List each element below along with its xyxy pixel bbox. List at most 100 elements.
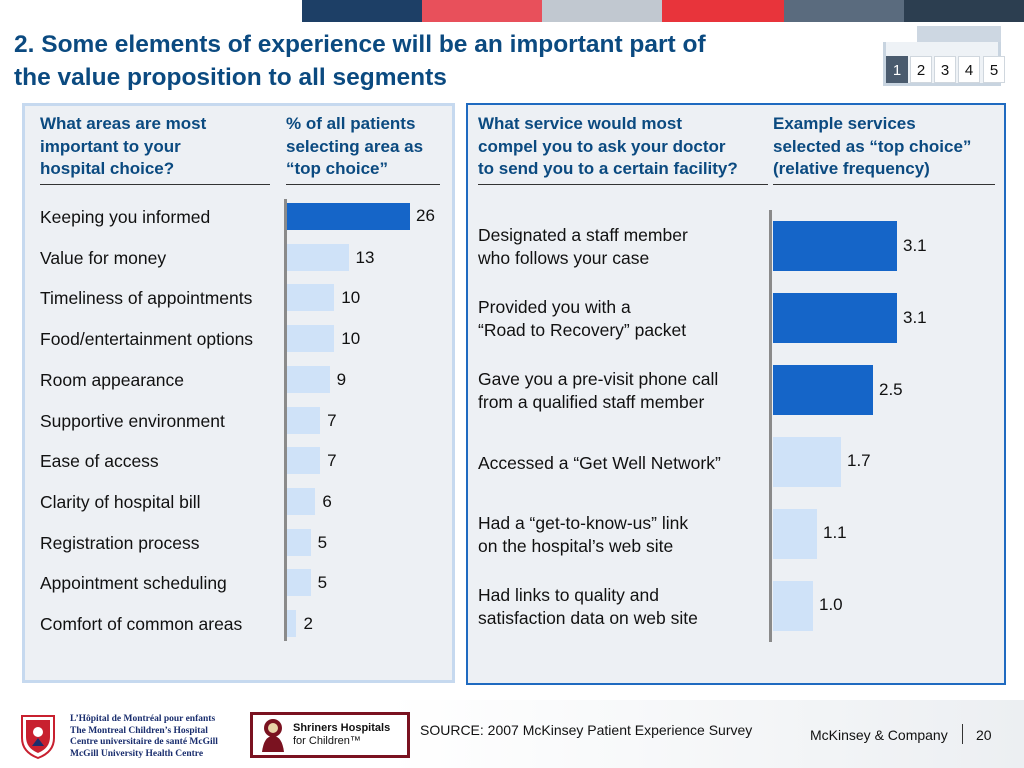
footer-gradient	[0, 700, 1024, 768]
value-label: 3.1	[903, 236, 927, 255]
right-panel	[466, 103, 1006, 685]
bar	[287, 243, 349, 271]
header-line: hospital choice?	[40, 159, 175, 178]
company-name: McKinsey & Company	[810, 727, 948, 743]
logo-line: Shriners Hospitals	[293, 722, 391, 734]
value-label: 1.1	[823, 523, 847, 542]
logo-line: L’Hôpital de Montréal pour enfants	[70, 714, 216, 724]
logo-line: Centre universitaire de santé McGill	[70, 737, 218, 747]
strip-segment	[904, 0, 1024, 22]
service-label-line: Provided you with a	[478, 297, 631, 317]
logo-line: McGill University Health Centre	[70, 748, 204, 759]
header-line: compel you to ask your doctor	[478, 136, 726, 156]
value-label: 1.7	[847, 451, 871, 470]
strip-segment	[422, 0, 542, 22]
bar	[287, 569, 311, 597]
value-label: 7	[327, 410, 337, 430]
page-title: 2. Some elements of experience will be a…	[14, 28, 834, 94]
service-label: Accessed a “Get Well Network”	[478, 452, 721, 475]
value-label: 1.0	[819, 595, 843, 614]
strip-segment	[302, 0, 422, 22]
category-label: Ease of access	[40, 451, 159, 472]
category-label: Registration process	[40, 532, 200, 553]
value-label: 10	[341, 329, 361, 349]
value-label: 5	[317, 573, 328, 593]
page-title-line: the value proposition to all segments	[14, 64, 447, 91]
strip-segment	[542, 0, 662, 22]
category-label: Timeliness of appointments	[40, 288, 253, 309]
page-title-line: 2. Some elements of experience will be a…	[14, 31, 706, 58]
source-note: SOURCE: 2007 McKinsey Patient Experience…	[420, 722, 753, 738]
bar	[773, 437, 841, 487]
logo-line: for Children™	[293, 735, 361, 747]
value-label: 6	[322, 491, 332, 511]
strip-segment	[784, 0, 904, 22]
bar	[287, 447, 321, 475]
value-label: 3.1	[903, 308, 927, 327]
category-label: Comfort of common areas	[40, 614, 243, 634]
value-label: 2.5	[879, 380, 903, 399]
header-line: Example services	[773, 114, 916, 133]
footer-separator	[962, 724, 963, 744]
service-label-line: Designated a staff member	[478, 225, 688, 245]
bar	[287, 406, 321, 434]
header-line: % of all patients	[286, 114, 416, 133]
tab-page-5[interactable]: 5	[983, 56, 1005, 83]
chart-axis	[284, 199, 287, 641]
service-header: What service would most compel you to as…	[478, 113, 768, 185]
areas-header: What areas are most important to your ho…	[40, 113, 270, 185]
bar	[773, 221, 897, 271]
tab-page-4[interactable]: 4	[958, 56, 980, 83]
header-line: selecting area as	[286, 136, 424, 156]
value-label: 9	[336, 369, 347, 389]
value-label: 2	[303, 614, 313, 633]
header-line: (relative frequency)	[773, 159, 930, 178]
header-line: to send you to a certain facility?	[478, 159, 738, 178]
shriners-logo-text: Shriners Hospitals for Children™	[293, 722, 390, 748]
service-label-line: Accessed a “Get Well Network”	[478, 453, 721, 473]
bar	[773, 581, 813, 631]
category-label: Clarity of hospital bill	[40, 491, 201, 512]
service-label: Designated a staff member who follows you…	[478, 224, 688, 270]
service-label: Provided you with a “Road to Recovery” pa…	[478, 296, 686, 342]
bar	[773, 293, 897, 343]
left-panel	[22, 103, 455, 683]
bar	[287, 487, 316, 515]
service-label: Had links to quality and satisfaction dat…	[478, 584, 698, 630]
value-label: 10	[341, 288, 361, 308]
header-line: “top choice”	[286, 159, 389, 178]
service-label-line: “Road to Recovery” packet	[478, 320, 687, 340]
bar	[287, 610, 297, 637]
logo-line: The Montreal Children’s Hospital	[70, 725, 208, 736]
service-label-line: Had a “get-to-know-us” link	[478, 513, 689, 533]
category-label: Supportive environment	[40, 410, 225, 431]
value-label: 13	[355, 247, 375, 267]
tab-page-3[interactable]: 3	[934, 56, 956, 83]
category-label: Value for money	[40, 247, 167, 268]
header-line: selected as “top choice”	[773, 136, 972, 156]
category-label: Food/entertainment options	[40, 329, 254, 350]
bar	[773, 365, 873, 415]
header-line: What areas are most	[40, 114, 207, 133]
service-label-line: from a qualified staff member	[478, 392, 705, 412]
page-number: 20	[976, 727, 992, 743]
service-label-line: satisfaction data on web site	[478, 608, 698, 628]
category-label: Keeping you informed	[40, 207, 211, 227]
bar	[287, 284, 335, 312]
bar	[287, 528, 311, 556]
value-label: 5	[317, 532, 328, 552]
tab-page-1[interactable]: 1	[886, 56, 908, 83]
strip-segment	[662, 0, 784, 22]
service-label-line: who follows your case	[478, 248, 650, 268]
category-label: Appointment scheduling	[40, 573, 227, 594]
tab-page-2[interactable]: 2	[910, 56, 932, 83]
chart-axis	[769, 210, 772, 642]
bar	[287, 325, 335, 353]
pct-header: % of all patients selecting area as “top…	[286, 113, 440, 185]
bar	[287, 365, 330, 393]
shriners-emblem-icon	[262, 719, 284, 752]
service-label-line: Had links to quality and	[478, 585, 659, 605]
service-label: Gave you a pre-visit phone call from a qu…	[478, 368, 718, 414]
bar	[773, 509, 817, 559]
value-label: 26	[416, 206, 435, 225]
